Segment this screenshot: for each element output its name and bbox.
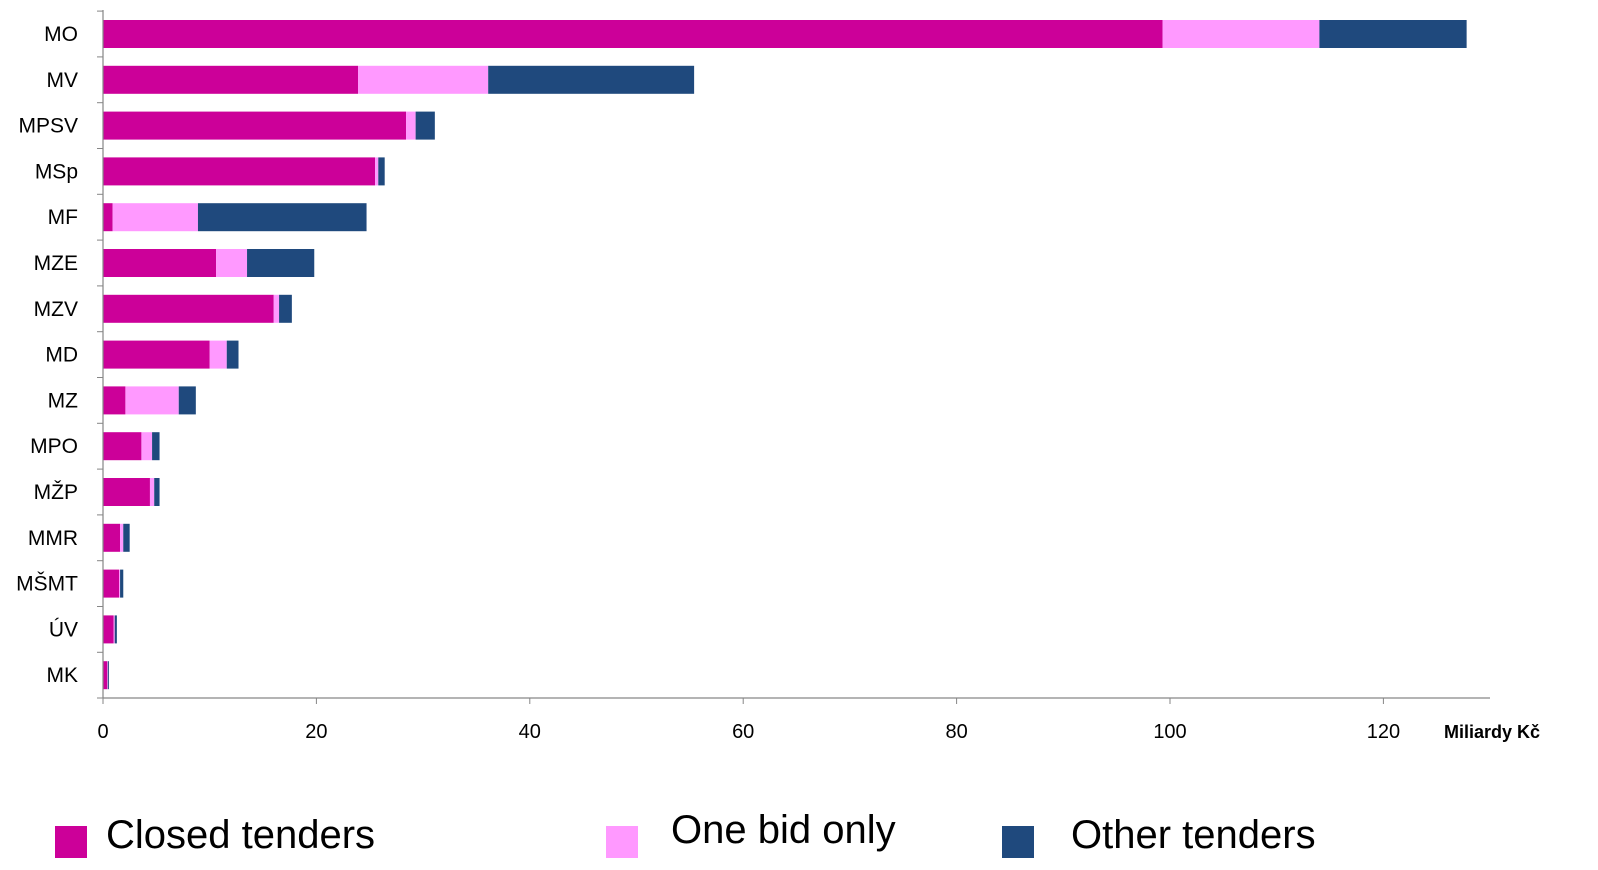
x-tick-label-80: 80 xyxy=(945,721,967,743)
bar-msmt-closed-tenders xyxy=(103,569,119,598)
legend-swatch-one-bid-only xyxy=(606,826,638,858)
bar-mzv-other-tenders xyxy=(279,294,292,323)
category-label-mv: MV xyxy=(47,69,79,92)
x-tick-label-120: 120 xyxy=(1367,721,1400,743)
bar-mpo-other-tenders xyxy=(152,432,160,461)
category-label-mz: MZ xyxy=(48,389,78,412)
bars-layer xyxy=(103,20,1467,690)
bar-md-one-bid-only xyxy=(209,340,227,369)
bar-mzv-one-bid-only xyxy=(273,294,280,323)
category-label-mk: MK xyxy=(47,664,79,687)
bar-mpsv-closed-tenders xyxy=(103,111,407,140)
bar-mz-other-tenders xyxy=(178,386,196,415)
legend-swatch-other-tenders xyxy=(1002,826,1034,858)
bar-mz-one-bid-only xyxy=(125,386,179,415)
category-label-mzp: MŽP xyxy=(34,481,78,504)
category-label-mze: MZE xyxy=(34,252,78,275)
bar-mze-closed-tenders xyxy=(103,249,217,277)
bar-mk-other-tenders xyxy=(107,661,109,690)
bar-msmt-one-bid-only xyxy=(119,569,121,598)
bar-mk-closed-tenders xyxy=(103,661,108,690)
bar-uv-closed-tenders xyxy=(103,615,114,644)
bar-msp-other-tenders xyxy=(378,157,385,186)
category-label-msp: MSp xyxy=(35,160,78,183)
category-label-mmr: MMR xyxy=(28,527,78,550)
bar-msp-one-bid-only xyxy=(375,157,379,186)
category-label-mpsv: MPSV xyxy=(18,115,78,138)
bar-mpsv-one-bid-only xyxy=(406,111,416,140)
bar-md-other-tenders xyxy=(226,340,239,369)
bar-mf-one-bid-only xyxy=(112,203,198,232)
legend-label-other-tenders: Other tenders xyxy=(1071,813,1316,857)
category-label-mf: MF xyxy=(48,206,78,229)
legend: Closed tenders One bid only Other tenders xyxy=(55,808,1316,858)
category-label-mpo: MPO xyxy=(30,435,78,458)
bar-md-closed-tenders xyxy=(103,340,210,369)
bar-mpsv-other-tenders xyxy=(415,111,435,140)
x-tick-label-60: 60 xyxy=(732,721,754,743)
bar-mzp-closed-tenders xyxy=(103,478,150,506)
bar-mzv-closed-tenders xyxy=(103,294,274,323)
bar-mo-one-bid-only xyxy=(1162,20,1320,48)
labels-layer: MO MV MPSV MSp MF MZE MZV MD MZ MPO MŽP MMR MŠMT ÚV MK… xyxy=(16,23,1400,743)
bar-mo-other-tenders xyxy=(1319,20,1467,48)
bar-mzp-one-bid-only xyxy=(149,478,155,506)
legend-label-closed-tenders: Closed tenders xyxy=(106,813,375,857)
bar-msp-closed-tenders xyxy=(103,157,376,186)
bar-mmr-one-bid-only xyxy=(120,523,124,552)
legend-label-one-bid-only: One bid only xyxy=(671,808,896,852)
axes-layer xyxy=(97,10,1490,704)
bar-mze-other-tenders xyxy=(247,249,315,277)
category-label-md: MD xyxy=(45,344,78,367)
category-label-uv: ÚV xyxy=(49,618,78,641)
bar-mf-closed-tenders xyxy=(103,203,113,232)
category-label-msmt: MŠMT xyxy=(16,573,78,596)
bar-mz-closed-tenders xyxy=(103,386,126,415)
bar-msmt-other-tenders xyxy=(120,569,124,598)
x-tick-label-100: 100 xyxy=(1153,721,1186,743)
bar-mk-one-bid-only xyxy=(107,661,108,690)
bar-mpo-one-bid-only xyxy=(141,432,153,461)
bar-uv-other-tenders xyxy=(114,615,117,644)
bar-mmr-closed-tenders xyxy=(103,523,121,552)
bar-mf-other-tenders xyxy=(197,203,367,232)
bar-mv-one-bid-only xyxy=(358,65,489,94)
bar-uv-one-bid-only xyxy=(113,615,115,644)
bar-mmr-other-tenders xyxy=(123,523,130,552)
x-tick-label-0: 0 xyxy=(97,721,108,743)
bar-mv-other-tenders xyxy=(488,65,695,94)
category-label-mzv: MZV xyxy=(34,298,78,321)
category-label-mo: MO xyxy=(44,23,78,46)
x-axis-unit-label: Miliardy Kč xyxy=(1444,722,1540,742)
x-tick-label-40: 40 xyxy=(519,721,541,743)
bar-mzp-other-tenders xyxy=(154,478,160,506)
bar-mpo-closed-tenders xyxy=(103,432,142,461)
bar-mv-closed-tenders xyxy=(103,65,359,94)
x-tick-label-20: 20 xyxy=(305,721,327,743)
bar-mze-one-bid-only xyxy=(216,249,248,277)
legend-swatch-closed-tenders xyxy=(55,826,87,858)
bar-mo-closed-tenders xyxy=(103,20,1163,48)
